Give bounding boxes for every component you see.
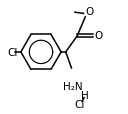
Text: H: H (81, 90, 89, 100)
Text: H₂N: H₂N (63, 82, 82, 91)
Text: Cl: Cl (74, 99, 85, 109)
Text: O: O (86, 7, 94, 17)
Text: O: O (94, 31, 102, 41)
Text: Cl: Cl (8, 48, 18, 57)
